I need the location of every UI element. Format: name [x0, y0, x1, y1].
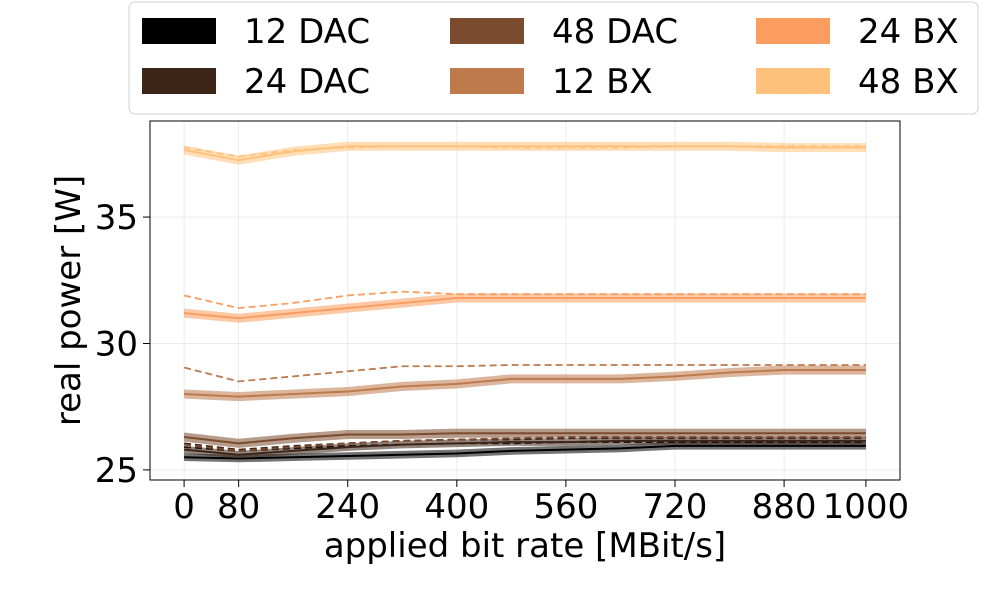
axis-ticks: 0 80 240 400 560 720 880 1000 25 30 35	[95, 198, 909, 527]
x-tick-label: 880	[752, 487, 817, 527]
series-48-dac	[183, 428, 866, 452]
x-tick-label: 1000	[823, 487, 910, 527]
legend-swatch	[756, 68, 830, 94]
series-24-dac	[183, 437, 866, 459]
legend-label: 48 DAC	[552, 12, 678, 52]
legend-swatch	[756, 18, 830, 44]
series-12-bx	[183, 364, 866, 402]
legend: 12 DAC 24 DAC 48 DAC 12 BX 24 BX 48 BX	[128, 1, 979, 115]
series-line	[183, 432, 866, 445]
series-48-bx	[183, 141, 866, 165]
series-dashed-line	[183, 290, 866, 309]
series-line	[183, 439, 866, 456]
legend-swatch	[450, 68, 524, 94]
x-tick-label: 720	[643, 487, 708, 527]
grid	[150, 121, 900, 480]
y-axis-label: real power [W]	[49, 175, 89, 426]
series-line	[183, 296, 866, 320]
series-line	[183, 145, 866, 162]
x-tick-label: 400	[424, 487, 489, 527]
legend-swatch	[142, 68, 216, 94]
legend-label: 12 BX	[552, 62, 653, 102]
x-tick-label: 560	[533, 487, 598, 527]
series-dashed-line	[183, 436, 866, 452]
x-tick-label: 0	[173, 487, 195, 527]
x-tick-label: 240	[315, 487, 380, 527]
legend-label: 12 DAC	[244, 12, 370, 52]
legend-swatch	[450, 18, 524, 44]
series-band	[184, 437, 866, 459]
series-band	[184, 293, 866, 323]
y-tick-label: 25	[95, 451, 138, 491]
legend-label: 24 BX	[858, 12, 959, 52]
y-tick-label: 30	[95, 324, 138, 364]
series-dashed-line	[183, 437, 866, 451]
series-line	[184, 369, 866, 398]
series-line	[184, 444, 866, 460]
series-dashed-line	[183, 145, 866, 158]
series-24-bx	[183, 290, 866, 323]
x-tick-label: 80	[217, 487, 260, 527]
y-tick-label: 35	[95, 198, 138, 238]
legend-label: 48 BX	[858, 62, 959, 102]
series-band	[184, 442, 866, 463]
x-axis-label: applied bit rate [MBit/s]	[324, 526, 726, 566]
legend-label: 24 DAC	[244, 62, 370, 102]
legend-swatch	[142, 18, 216, 44]
series-dashed-line	[183, 364, 866, 383]
series-layer	[183, 141, 866, 463]
plot-area	[149, 120, 901, 481]
